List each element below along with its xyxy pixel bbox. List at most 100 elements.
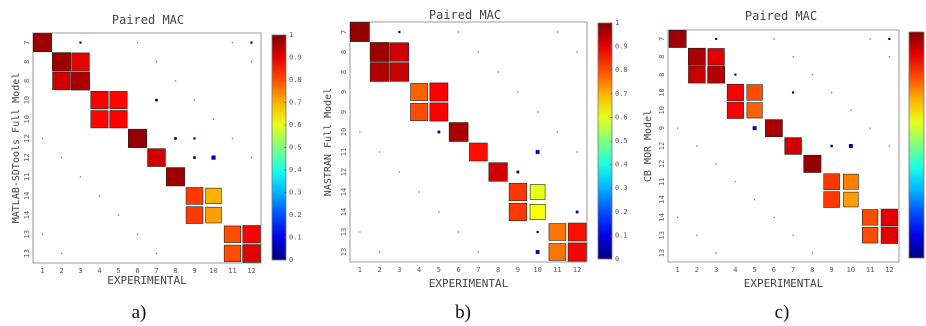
mac-cell <box>127 128 148 148</box>
mac-cell <box>726 83 744 101</box>
mac-cell <box>862 227 879 244</box>
background-dot <box>888 56 891 58</box>
mac-cell <box>223 244 242 263</box>
mac-cell <box>349 22 370 42</box>
mac-cell <box>398 30 401 34</box>
mac-cell <box>575 210 579 214</box>
panel-label: b) <box>455 302 471 323</box>
x-tick-label: 3 <box>714 266 718 274</box>
background-dot <box>60 156 63 159</box>
mac-cell <box>688 65 706 84</box>
mac-cell <box>516 170 520 174</box>
background-dot <box>477 251 480 253</box>
y-tick-label: 10 <box>23 96 31 104</box>
y-tick-label: 14 <box>658 213 666 221</box>
mac-cell <box>369 62 390 82</box>
x-tick-label: 12 <box>573 266 581 274</box>
x-tick-label: 1 <box>358 266 362 274</box>
mac-cell <box>508 182 527 202</box>
x-tick-label: 8 <box>496 266 500 274</box>
y-tick-label: 8 <box>23 79 31 83</box>
x-tick-label: 11 <box>228 267 236 275</box>
background-dot <box>250 156 253 159</box>
colorbar-tick-label: 0.5 <box>289 144 302 152</box>
x-tick-label: 9 <box>516 266 520 274</box>
background-dot <box>715 163 717 165</box>
colorbar-tick-label: 0.8 <box>615 66 628 74</box>
x-tick-label: 2 <box>378 266 382 274</box>
background-dot <box>676 216 679 219</box>
background-dot <box>231 41 234 44</box>
background-dot <box>378 251 381 253</box>
colorbar-tick-label: 0.8 <box>289 76 302 84</box>
y-tick-label: 11 <box>340 148 348 156</box>
y-tick-label: 11 <box>23 173 31 181</box>
mac-cell <box>862 209 879 226</box>
background-dot <box>359 131 361 133</box>
chart-title: Paired MAC <box>112 13 184 27</box>
mac-cell <box>752 126 757 131</box>
mac-cell <box>823 173 840 190</box>
y-tick-label: 8 <box>23 60 31 64</box>
y-tick-label: 9 <box>340 90 348 94</box>
background-dot <box>773 216 775 219</box>
colorbar <box>597 22 613 260</box>
colorbar-tick-label: 0.4 <box>289 166 302 174</box>
y-tick-label: 12 <box>23 153 31 161</box>
mac-cell <box>746 84 763 101</box>
mac-cell <box>535 150 540 154</box>
mac-cell <box>567 242 587 262</box>
y-axis-label: CB MOR Model <box>643 110 654 182</box>
background-dot <box>830 91 833 94</box>
x-tick-label: 6 <box>772 266 776 274</box>
plot-area <box>32 32 262 264</box>
mac-cell <box>155 98 158 102</box>
mac-cell <box>250 41 253 44</box>
y-tick-label: 9 <box>340 110 348 114</box>
colorbar-tick-label: 0.1 <box>615 231 628 239</box>
background-dot <box>734 180 737 183</box>
x-tick-label: 7 <box>476 266 480 274</box>
mac-cell <box>369 42 390 62</box>
y-tick-label: 12 <box>658 142 666 150</box>
background-dot <box>773 38 775 40</box>
x-tick-label: 5 <box>116 267 120 275</box>
x-tick-label: 6 <box>457 266 461 274</box>
mac-cell <box>429 102 449 122</box>
background-dot <box>98 195 101 197</box>
y-tick-label: 14 <box>340 188 348 196</box>
colorbar-tick-label: 0 <box>615 255 619 263</box>
x-axis-label: EXPERIMENTAL <box>744 277 824 290</box>
mac-cell <box>205 187 222 205</box>
background-dot <box>457 31 460 33</box>
y-tick-label: 7 <box>23 40 31 44</box>
x-axis-label: EXPERIMENTAL <box>429 277 509 290</box>
mac-cell <box>469 142 488 162</box>
mac-cell <box>90 91 109 110</box>
x-tick-label: 4 <box>417 266 421 274</box>
y-tick-label: 7 <box>340 30 348 34</box>
background-dot <box>696 234 698 236</box>
mac-cell <box>765 119 783 138</box>
y-tick-label: 8 <box>340 50 348 54</box>
mac-cell <box>410 103 429 121</box>
mac-cell <box>848 144 853 148</box>
mac-cell <box>726 101 744 119</box>
background-dot <box>576 51 578 53</box>
x-tick-label: 7 <box>791 266 795 274</box>
y-tick-label: 10 <box>658 88 666 96</box>
y-tick-label: 13 <box>658 231 666 239</box>
mac-cell <box>185 206 204 224</box>
background-dot <box>792 234 794 236</box>
background-dot <box>536 111 539 113</box>
y-tick-label: 12 <box>658 160 666 168</box>
y-tick-label: 9 <box>658 126 666 130</box>
x-tick-label: 10 <box>847 266 855 274</box>
x-tick-label: 4 <box>97 267 101 275</box>
mac-cell <box>803 154 822 173</box>
background-dot <box>517 91 519 93</box>
y-axis-label: MATLAB-SDTools Full Model <box>11 73 22 224</box>
colorbar-tick-label: 0.2 <box>289 211 302 219</box>
